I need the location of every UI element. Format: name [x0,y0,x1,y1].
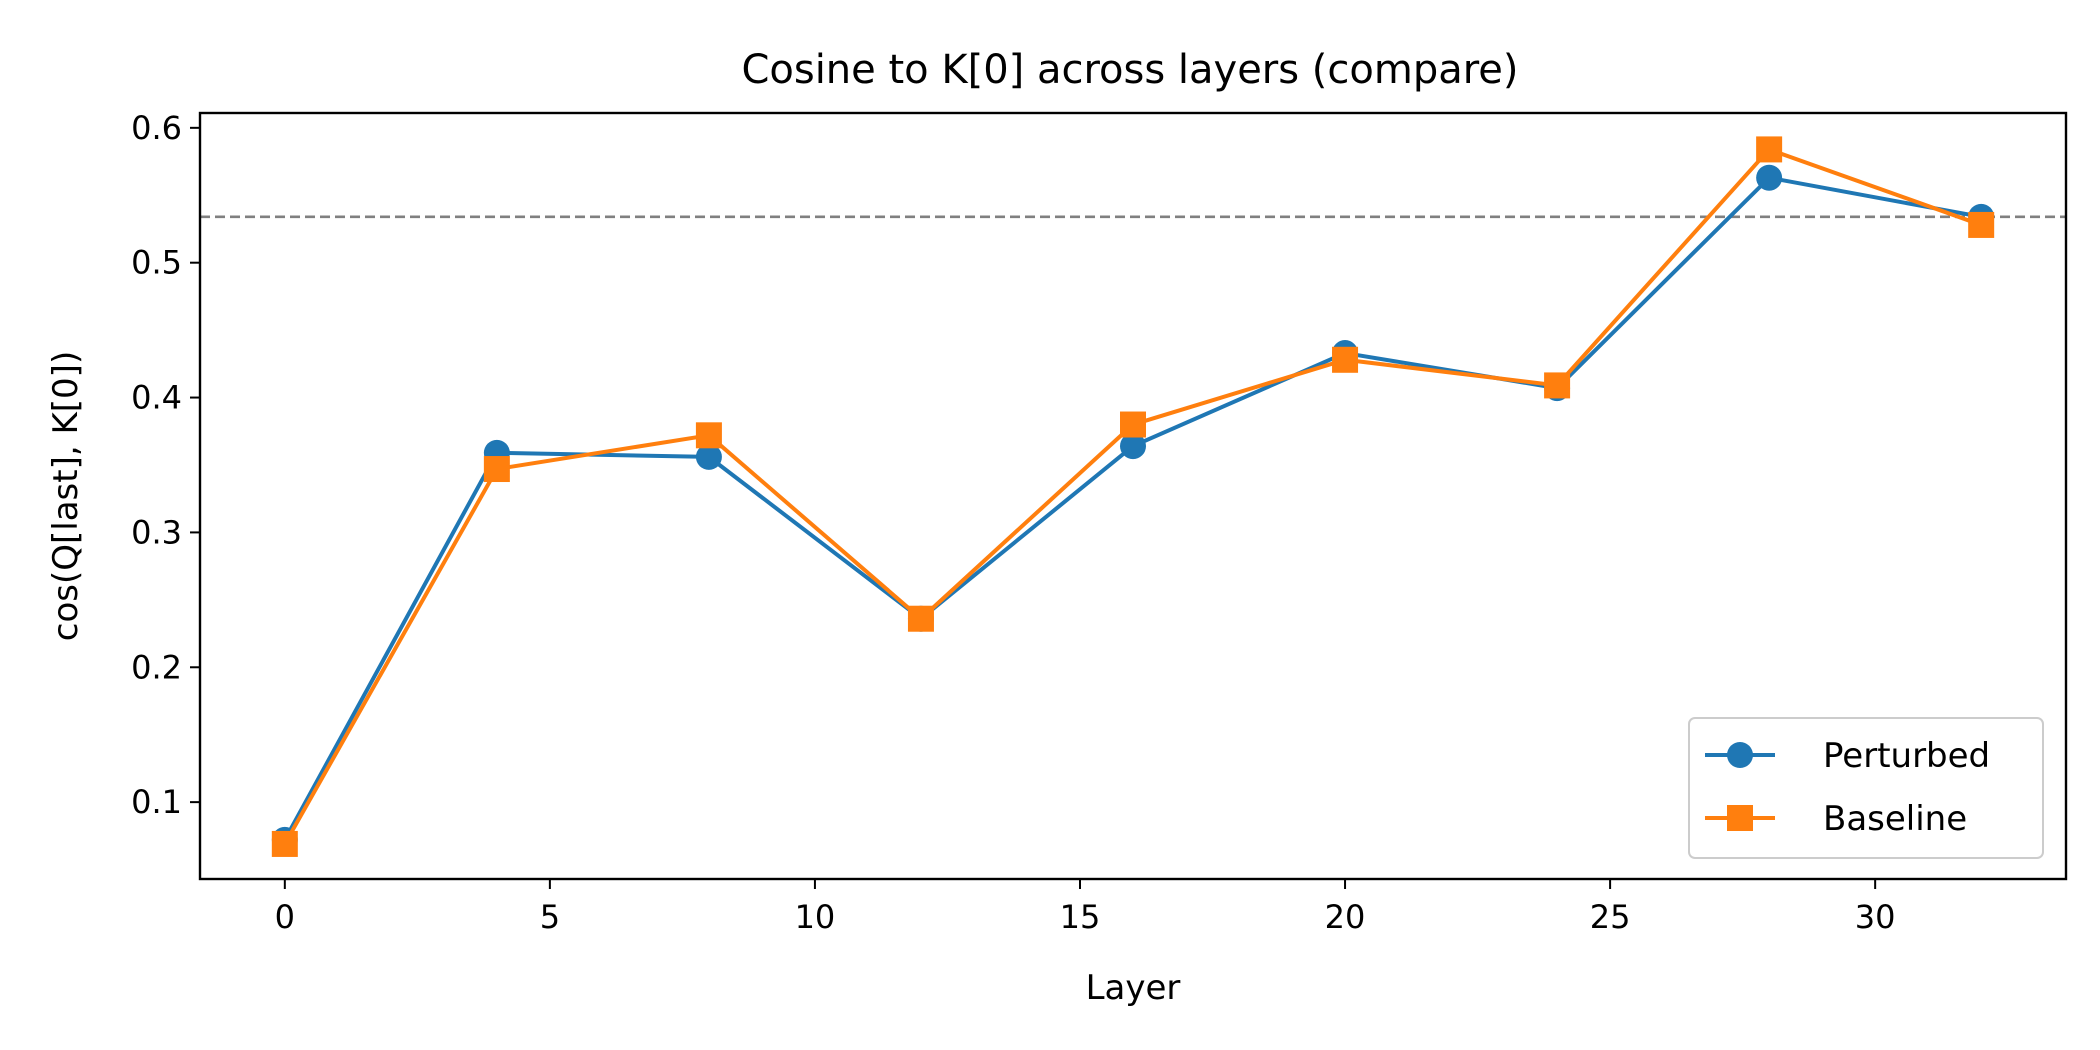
data-point-baseline [271,830,298,857]
data-point-baseline [1544,372,1571,399]
x-tick-label: 25 [1590,898,1631,936]
data-point-perturbed [1120,433,1146,460]
x-axis-label: Layer [1086,968,1181,1008]
y-tick-label: 0.1 [131,783,182,821]
plot-frame [198,111,2068,881]
legend-label-perturbed: Perturbed [1823,736,1990,776]
legend-box [1688,717,2044,859]
y-tick-label: 0.4 [131,379,182,417]
x-tick-label: 0 [275,898,295,936]
data-point-baseline [907,605,934,632]
data-point-perturbed [695,443,722,470]
x-tick-label: 30 [1855,898,1896,936]
x-tick-label: 5 [540,898,560,936]
y-tick-label: 0.5 [131,244,182,282]
data-point-perturbed [1756,164,1783,191]
data-point-baseline [483,456,510,483]
legend-marker-perturbed [1727,742,1753,768]
data-point-baseline [1332,346,1359,373]
data-point-baseline [1968,211,1995,238]
legend: Perturbed Baseline [1688,717,2044,859]
chart-title: Cosine to K[0] across layers (compare) [741,47,1518,93]
x-tick-label: 20 [1325,898,1366,936]
data-point-baseline [695,422,722,449]
x-tick-label: 15 [1060,898,1101,936]
y-axis-label: cos(Q[last], K[0]) [46,351,86,641]
y-tick-label: 0.6 [131,109,182,147]
plot-area [200,136,2066,857]
axis-ticks: 0 5 10 15 20 25 30 0.1 0.2 0.3 0.4 0.5 0.6 [131,109,1895,936]
legend-marker-baseline [1727,805,1753,831]
data-point-baseline [1120,411,1146,438]
y-tick-label: 0.2 [131,648,182,686]
legend-label-baseline: Baseline [1823,799,1967,839]
y-tick-label: 0.3 [131,513,182,551]
data-point-baseline [1756,136,1783,163]
x-tick-label: 10 [795,898,836,936]
